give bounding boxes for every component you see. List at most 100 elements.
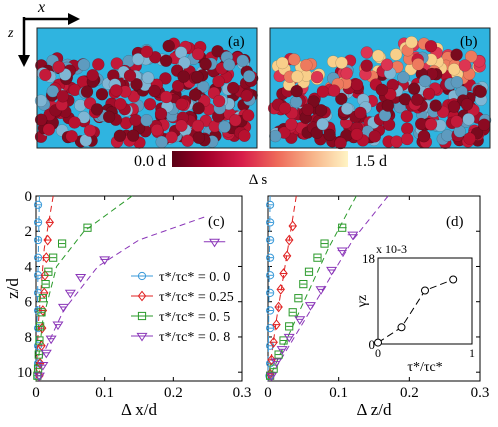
particle	[389, 48, 403, 61]
y-tick-label: 10	[17, 365, 32, 381]
x-tick-label: 0.3	[471, 385, 490, 401]
y-tick-label: 2	[25, 224, 33, 240]
data-point	[279, 268, 288, 279]
particle	[175, 119, 188, 132]
x-tick-label: 0	[264, 385, 272, 401]
data-point	[270, 358, 282, 368]
data-point	[41, 279, 50, 289]
data-point	[33, 218, 43, 227]
data-point	[33, 235, 43, 245]
particle	[290, 70, 304, 83]
inset-x-tick-label: 0	[375, 346, 381, 360]
data-point	[137, 290, 147, 302]
particle	[460, 98, 474, 111]
data-point	[276, 283, 285, 295]
panel-label: (c)	[208, 214, 225, 230]
data-point	[338, 223, 347, 232]
particle	[80, 85, 94, 98]
particle	[150, 123, 164, 137]
particle	[113, 129, 127, 143]
particle	[191, 70, 204, 84]
data-point	[313, 253, 322, 262]
particle	[462, 113, 475, 126]
particle	[86, 68, 99, 82]
data-point	[288, 308, 297, 317]
particle	[447, 100, 461, 113]
particle	[188, 88, 202, 101]
particle	[450, 115, 463, 128]
inset-y-label: γz	[355, 295, 370, 308]
particle	[240, 89, 254, 102]
particle	[458, 59, 472, 72]
particle	[126, 129, 140, 142]
particle	[350, 128, 364, 141]
x-tick-label: 0.3	[233, 385, 252, 401]
particle	[340, 102, 354, 116]
inset-y-tick-label: 18	[362, 251, 375, 266]
data-point	[43, 234, 52, 246]
plot-frame	[267, 195, 481, 382]
particle	[154, 107, 168, 121]
particle-panel-a: (a)	[34, 27, 259, 149]
particle	[131, 52, 145, 66]
particle	[109, 84, 123, 97]
particle	[199, 57, 212, 71]
particle	[301, 103, 315, 116]
data-point	[304, 267, 314, 276]
data-point	[336, 247, 348, 257]
y-tick-label: 6	[25, 295, 33, 311]
data-point	[40, 287, 49, 299]
particle	[300, 58, 313, 72]
fit-line	[35, 195, 54, 382]
data-point	[282, 250, 292, 262]
particle	[450, 75, 464, 89]
particle	[140, 45, 154, 58]
particle	[316, 117, 329, 131]
particle	[218, 120, 231, 134]
inset-frame	[377, 257, 473, 345]
fit-line	[267, 195, 297, 382]
particle	[381, 99, 395, 112]
data-point	[266, 235, 275, 245]
data-point	[272, 319, 281, 331]
inset-x-label: τ*/τc*	[407, 360, 442, 375]
particle	[114, 97, 127, 111]
particle	[192, 102, 205, 115]
particle	[123, 69, 137, 82]
particle	[327, 84, 341, 97]
particle	[177, 70, 190, 83]
particle	[129, 113, 142, 127]
fit-line	[267, 195, 357, 382]
particle	[65, 130, 78, 143]
particle	[77, 58, 91, 71]
axis-x-indicator-label: x	[37, 0, 45, 16]
particle	[278, 101, 292, 115]
x-tick-label: 0	[32, 385, 40, 401]
particle	[211, 45, 224, 58]
data-point	[57, 303, 69, 313]
particle	[42, 123, 56, 136]
data-point	[326, 266, 338, 276]
y-tick-label: 8	[25, 330, 33, 346]
particle	[474, 85, 487, 98]
particle	[191, 47, 205, 61]
particle	[34, 113, 48, 126]
particle	[34, 94, 48, 107]
particle	[192, 131, 206, 145]
data-point	[209, 238, 221, 248]
particle	[390, 135, 403, 148]
data-point	[266, 372, 278, 382]
legend-entry: τ*/τc* = 0. 0	[159, 270, 230, 285]
data-point	[83, 223, 92, 232]
particle	[405, 35, 418, 49]
x-axis-label: Δ x/d	[121, 400, 157, 419]
particle	[290, 84, 303, 98]
particle	[398, 92, 412, 106]
particle	[371, 49, 385, 63]
particle	[130, 78, 143, 91]
data-point	[266, 306, 275, 315]
data-point	[64, 289, 76, 299]
particle-panel-b: (b)	[267, 27, 492, 150]
particle	[397, 71, 410, 84]
data-point	[40, 269, 50, 281]
